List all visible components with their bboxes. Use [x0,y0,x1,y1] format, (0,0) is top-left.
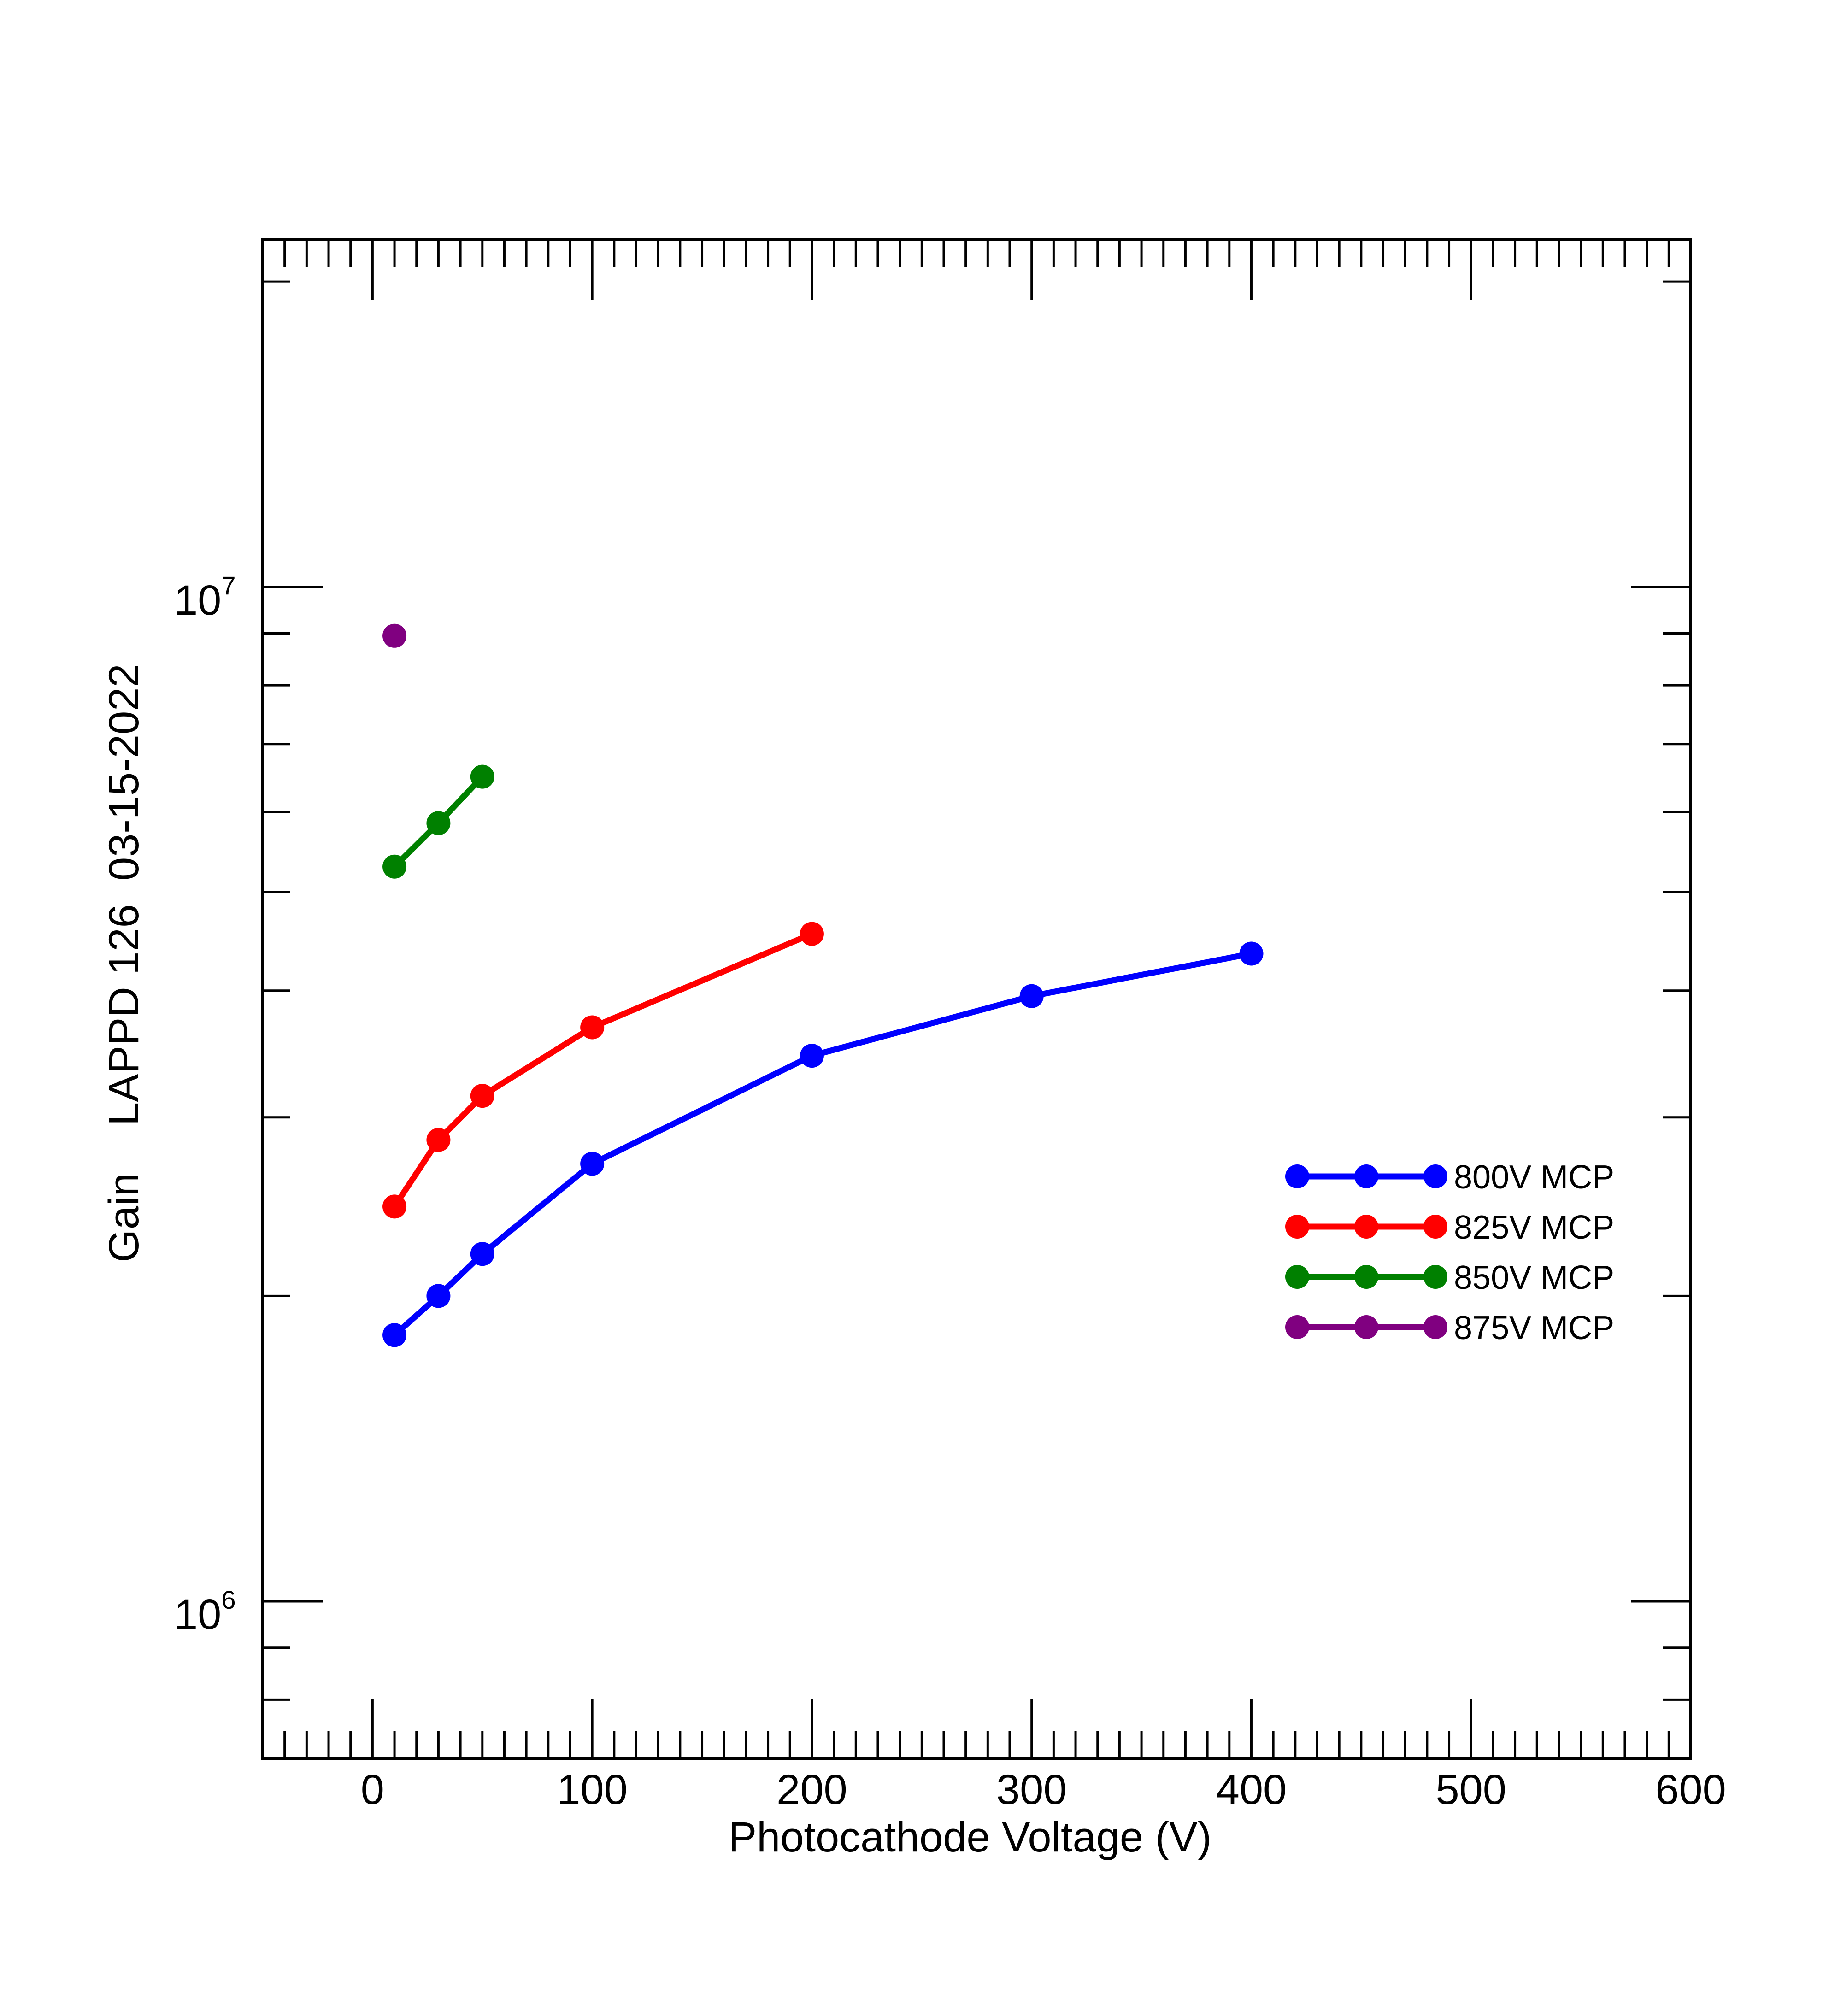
data-point [1239,941,1264,966]
legend-label: 825V MCP [1454,1209,1614,1246]
legend-marker [1423,1265,1447,1289]
legend-marker [1354,1265,1378,1289]
legend-marker [1423,1164,1447,1188]
legend-marker [1354,1315,1378,1339]
legend-marker [1423,1315,1447,1339]
plot-frame [261,238,1692,1760]
x-tick-label: 400 [1216,1766,1287,1813]
data-point [470,764,494,789]
data-point [470,1242,494,1266]
data-point [382,1194,407,1219]
legend-marker [1354,1215,1378,1239]
data-point [580,1152,605,1176]
y-tick-labels: 106 107 [174,571,236,1638]
legend-label: 800V MCP [1454,1159,1614,1196]
data-point [382,1323,407,1347]
x-tick-label: 100 [557,1766,628,1813]
legend-label: 850V MCP [1454,1259,1614,1296]
axis-ticks [263,240,1691,1760]
data-point [382,854,407,879]
data-point [580,1015,605,1040]
data-point [426,811,451,835]
x-tick-label: 300 [996,1766,1067,1813]
legend-label: 875V MCP [1454,1310,1614,1346]
x-tick-label: 600 [1655,1766,1726,1813]
x-tick-label: 500 [1435,1766,1506,1813]
x-tick-label: 200 [776,1766,847,1813]
y-tick-label: 106 [174,1585,236,1638]
data-point [800,922,824,946]
data-point [1019,984,1044,1008]
x-axis-label: Photocathode Voltage (V) [729,1814,1212,1861]
legend: 800V MCP 825V MCP 850V MCP 875V MCP [1285,1159,1614,1346]
y-tick-label: 107 [174,571,236,624]
legend-marker [1285,1164,1309,1188]
data-point [382,623,407,648]
data-series [382,623,1264,1347]
x-tick-label: 0 [361,1766,384,1813]
series-line [392,951,1252,1338]
legend-marker [1354,1164,1378,1188]
legend-marker [1285,1315,1309,1339]
data-point [426,1284,451,1308]
data-point [426,1128,451,1152]
data-point [800,1044,824,1068]
y-axis-label: Gain LAPPD 126 03-15-2022 [100,664,147,1262]
data-point [470,1084,494,1108]
x-tick-labels: 0 100 200 300 400 500 600 [361,1766,1726,1813]
legend-marker [1285,1265,1309,1289]
legend-marker [1285,1215,1309,1239]
legend-marker [1423,1215,1447,1239]
